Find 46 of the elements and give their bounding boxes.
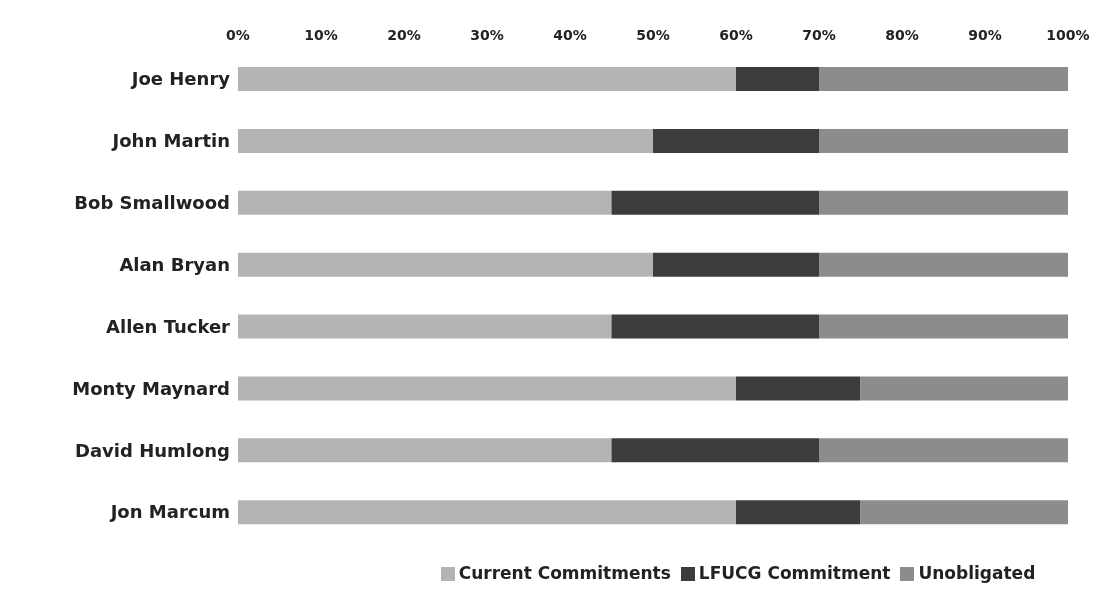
x-tick-label: 20% — [387, 27, 421, 43]
x-tick-label: 10% — [304, 27, 338, 43]
y-tick-label: Alan Bryan — [119, 253, 230, 275]
bar — [819, 438, 1068, 463]
bar — [819, 252, 1068, 277]
legend-label: Current Commitments — [458, 563, 671, 583]
bar — [819, 128, 1068, 153]
y-tick-label: Jon Marcum — [108, 501, 230, 523]
y-tick-label: Monty Maynard — [72, 377, 230, 399]
bar — [238, 252, 653, 277]
bar — [860, 376, 1068, 401]
bar — [653, 128, 819, 153]
y-tick-label: John Martin — [110, 130, 230, 152]
bar — [819, 190, 1068, 215]
bar — [238, 314, 612, 339]
bar — [238, 438, 612, 463]
bar — [736, 500, 861, 525]
bar — [238, 128, 653, 153]
x-tick-label: 80% — [885, 27, 919, 43]
x-tick-label: 50% — [636, 27, 670, 43]
bar — [611, 314, 819, 339]
y-tick-label: Bob Smallwood — [74, 192, 230, 214]
bar — [238, 67, 736, 91]
bar — [819, 314, 1068, 339]
bar — [736, 376, 861, 401]
bar — [238, 376, 736, 401]
bar — [819, 67, 1068, 91]
bar — [611, 438, 819, 463]
y-tick-label: Joe Henry — [129, 68, 231, 90]
bar — [860, 500, 1068, 525]
bar — [238, 500, 736, 525]
x-tick-label: 30% — [470, 27, 504, 43]
x-tick-label: 90% — [968, 27, 1002, 43]
x-tick-label: 70% — [802, 27, 836, 43]
legend-label: Unobligated — [918, 563, 1036, 583]
bar — [653, 252, 819, 277]
x-tick-label: 100% — [1046, 27, 1090, 43]
x-tick-label: 0% — [226, 27, 250, 43]
y-tick-label: David Humlong — [74, 439, 230, 461]
bar — [736, 67, 819, 91]
x-tick-label: 40% — [553, 27, 587, 43]
bar — [611, 190, 819, 215]
bar — [238, 190, 612, 215]
x-tick-label: 60% — [719, 27, 753, 43]
legend-label: LFUCG Commitment — [698, 563, 891, 583]
y-tick-label: Allen Tucker — [106, 315, 231, 337]
